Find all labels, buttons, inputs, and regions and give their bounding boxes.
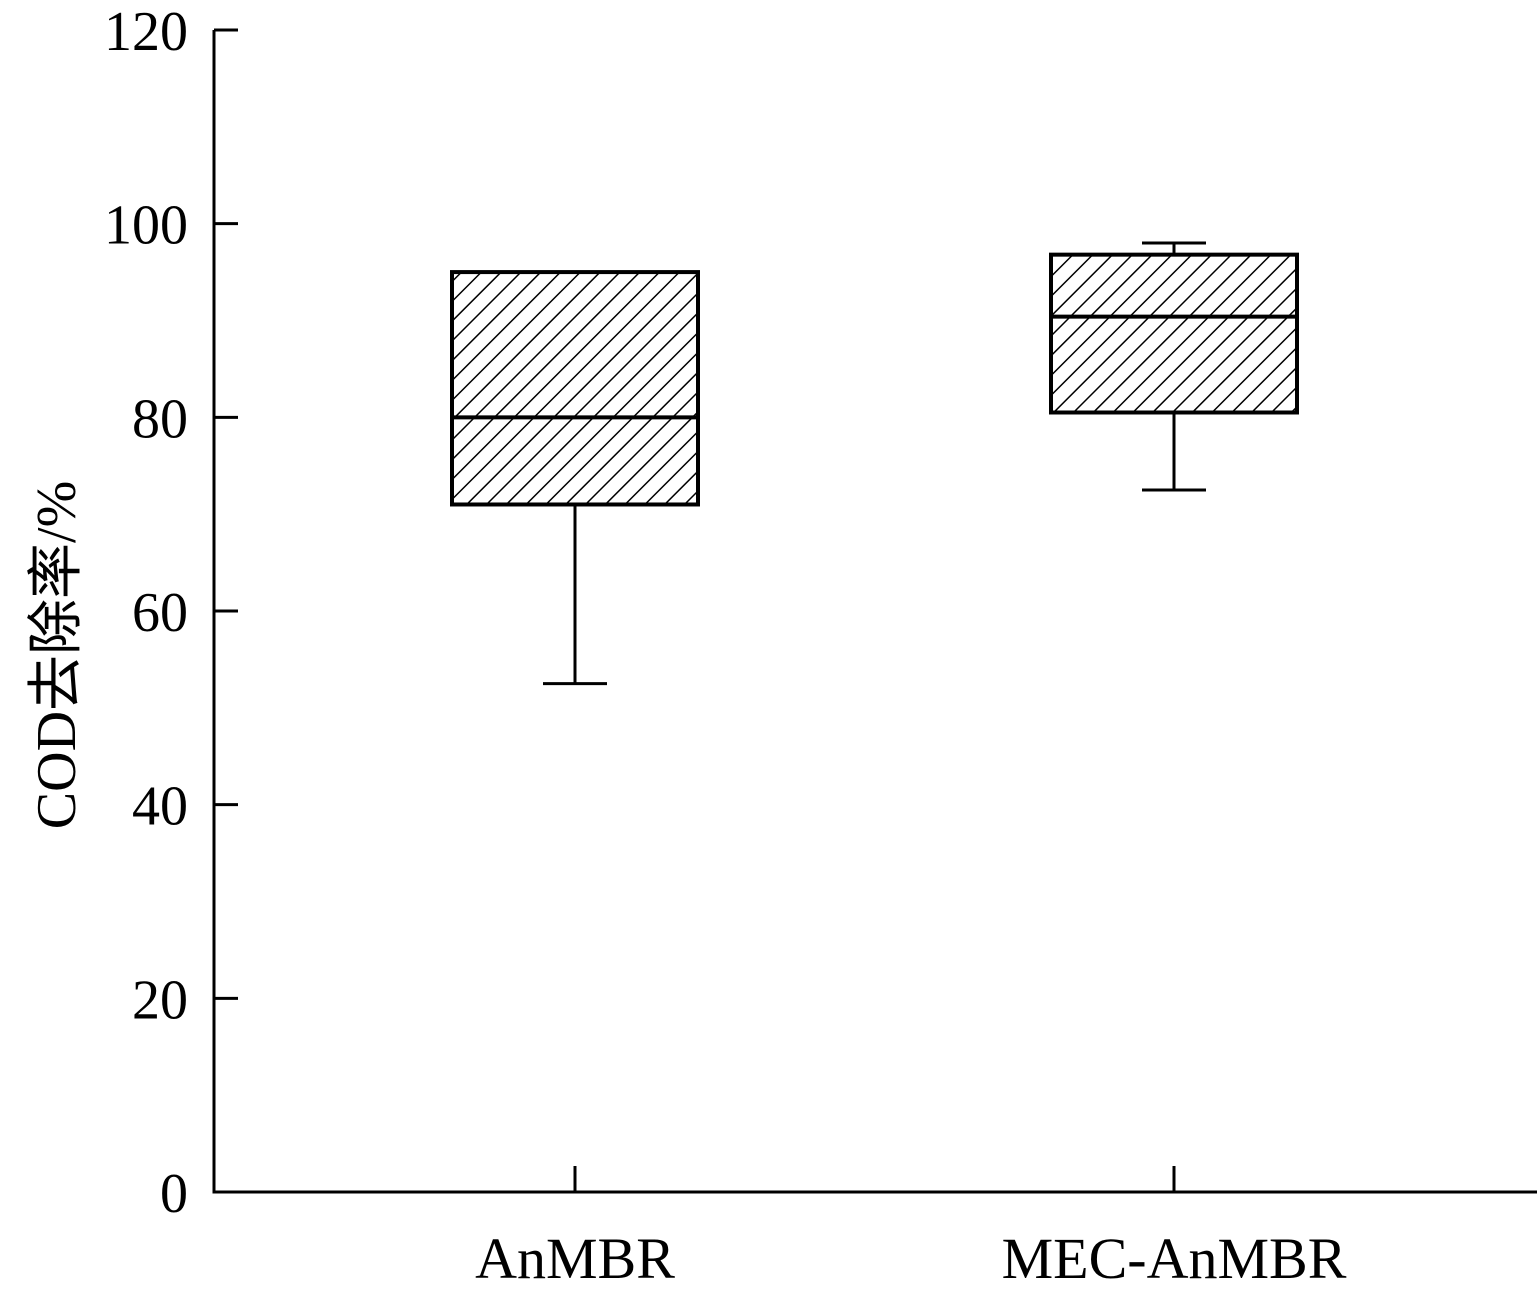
y-tick-label: 60 (132, 582, 188, 644)
y-tick-label: 20 (132, 969, 188, 1031)
boxes (450, 241, 1299, 686)
box-mec-anmbr (1049, 241, 1299, 492)
x-ticks: AnMBR MEC-AnMBR (475, 1166, 1347, 1291)
box-iqr (1049, 252, 1299, 415)
y-axis-title: COD去除率/% (26, 481, 88, 829)
y-ticks: 0 20 40 60 80 100 120 (104, 1, 238, 1225)
y-tick-label: 0 (160, 1163, 188, 1225)
y-tick-label: 80 (132, 388, 188, 450)
box-anmbr (450, 270, 700, 686)
x-tick-label: AnMBR (475, 1226, 675, 1291)
y-tick-label: 100 (104, 195, 188, 257)
y-tick-label: 120 (104, 1, 188, 63)
box-iqr (450, 270, 700, 507)
axes (212, 30, 1537, 1194)
y-tick-label: 40 (132, 776, 188, 838)
x-tick-label: MEC-AnMBR (1002, 1226, 1347, 1291)
